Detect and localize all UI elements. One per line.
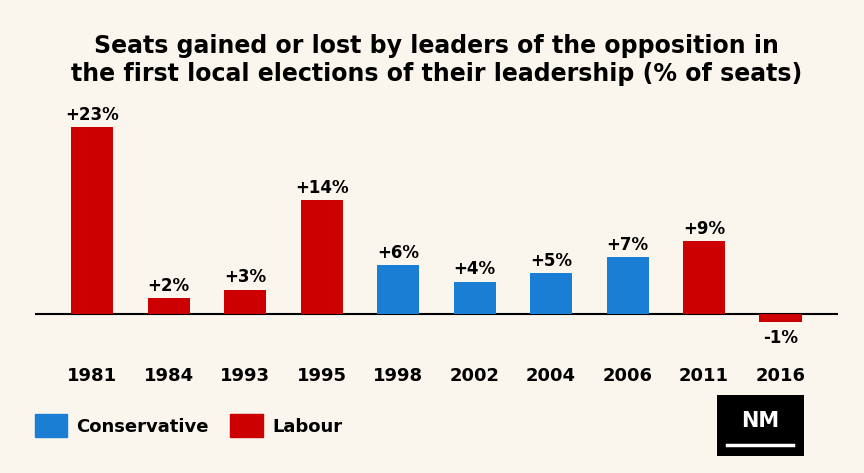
Text: +14%: +14% (295, 179, 348, 197)
Text: +7%: +7% (607, 236, 649, 254)
Title: Seats gained or lost by leaders of the opposition in
the first local elections o: Seats gained or lost by leaders of the o… (71, 34, 802, 86)
Text: +2%: +2% (148, 277, 190, 295)
Bar (224, 289, 266, 314)
Text: +3%: +3% (224, 269, 266, 287)
Bar (148, 298, 189, 314)
Text: +9%: +9% (683, 219, 725, 237)
Text: NM: NM (741, 411, 779, 431)
Text: -1%: -1% (763, 329, 798, 347)
Bar (301, 200, 343, 314)
Bar (683, 241, 725, 314)
Text: +4%: +4% (454, 260, 496, 278)
Bar (759, 314, 802, 322)
Bar (607, 257, 649, 314)
Bar (377, 265, 419, 314)
Text: +5%: +5% (530, 252, 572, 270)
Bar (530, 273, 572, 314)
Legend: Conservative, Labour: Conservative, Labour (28, 407, 349, 445)
Bar (454, 281, 496, 314)
Text: +6%: +6% (377, 244, 419, 262)
Bar (71, 127, 113, 314)
Text: +23%: +23% (66, 106, 119, 124)
